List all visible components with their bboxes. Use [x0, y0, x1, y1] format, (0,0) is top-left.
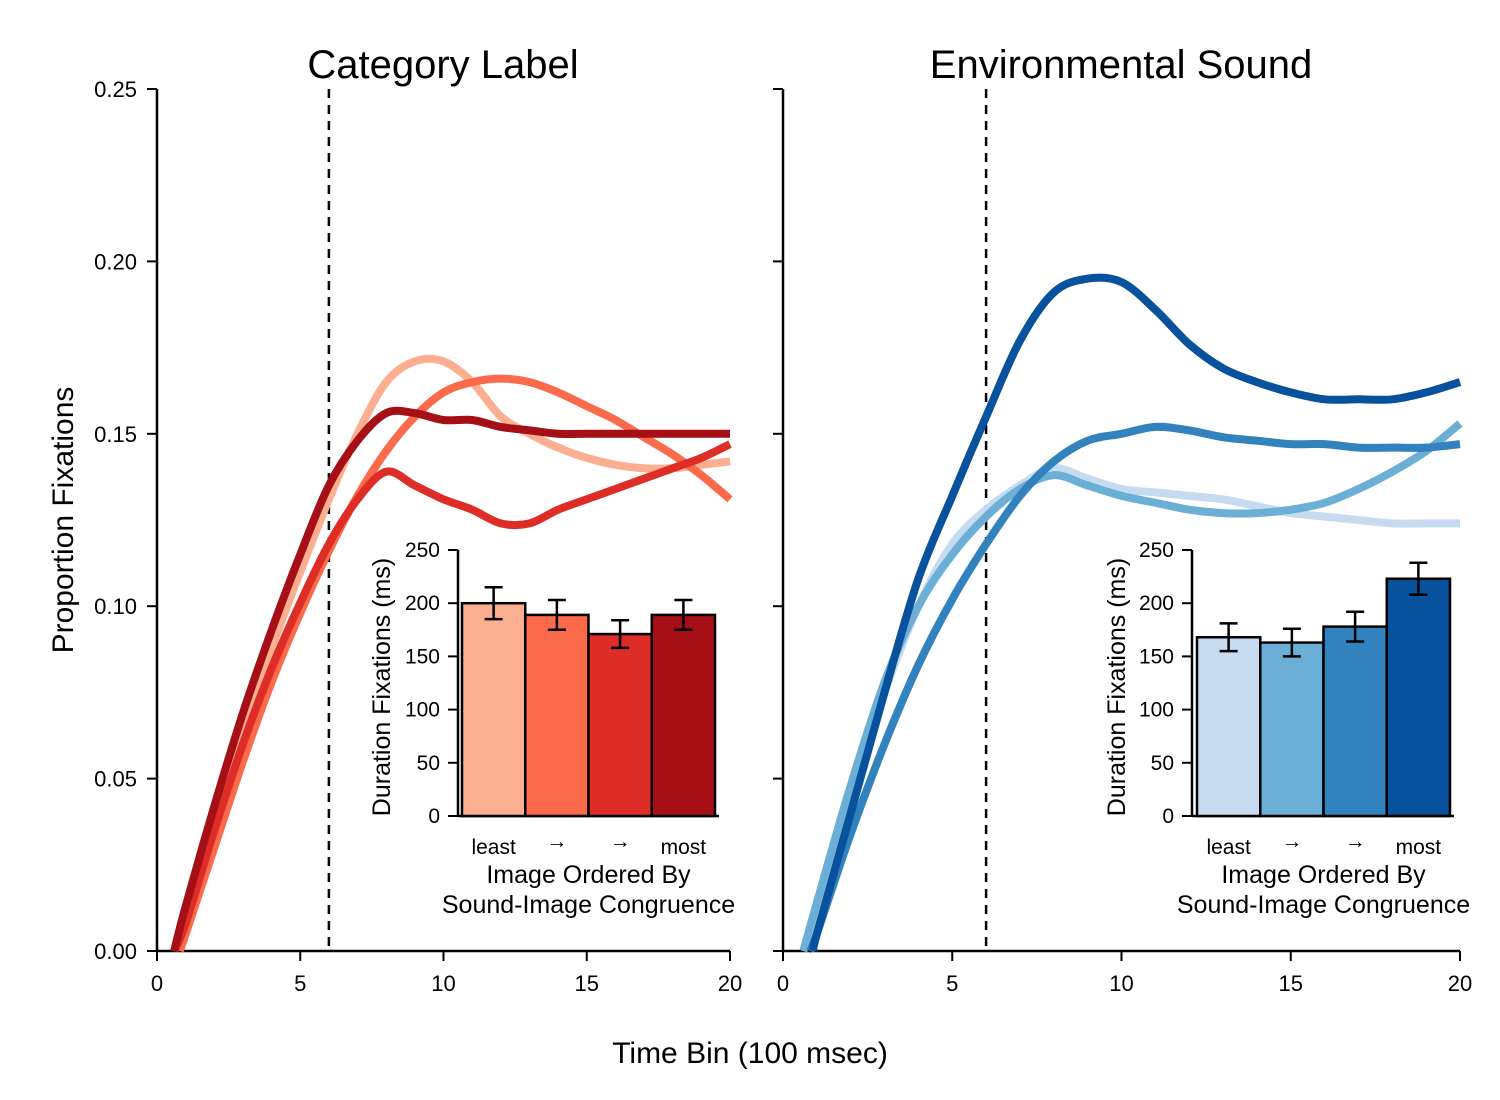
x-tick-label: 20 [1448, 971, 1472, 996]
inset-category-label: least [471, 836, 516, 859]
inset-category-label: → [1345, 830, 1366, 853]
x-tick-label: 15 [1279, 971, 1303, 996]
inset-bar-3 [587, 632, 653, 818]
inset-y-tick-label: 100 [1139, 699, 1174, 722]
y-tick-label: 0.15 [94, 422, 137, 447]
inset-y-tick-label: 200 [1139, 592, 1174, 615]
shared-y-axis-label: Proportion Fixations [47, 387, 80, 654]
inset-bar-1 [460, 601, 527, 818]
inset-category-label: → [610, 830, 631, 853]
x-tick-label: 20 [718, 971, 742, 996]
panel-category-label: Category Label 0.00 0.05 0.10 0.15 0.20 0.25 0 5… [94, 43, 742, 996]
y-tick-label: 0.10 [94, 594, 137, 619]
x-tick-label: 10 [431, 971, 455, 996]
inset-y-tick-label: 100 [405, 699, 440, 722]
inset-y-tick-label: 50 [417, 752, 440, 775]
y-tick-label: 0.00 [94, 939, 137, 964]
series-line-4 [170, 406, 730, 952]
chart-title: Environmental Sound [930, 43, 1312, 87]
inset-category-label: most [661, 836, 707, 859]
inset-y-axis-label: Duration Fixations (ms) [368, 558, 396, 816]
y-tick-label: 0.05 [94, 767, 137, 792]
inset-y-tick-label: 250 [1139, 539, 1174, 562]
x-tick-label: 5 [294, 971, 306, 996]
inset-bar-4 [650, 613, 717, 818]
y-tick-label: 0.25 [94, 77, 137, 102]
inset-category-label: least [1206, 836, 1251, 859]
inset-bar-1 [1195, 635, 1262, 818]
inset-y-tick-label: 200 [405, 592, 440, 615]
series-line-4 [809, 273, 1462, 955]
inset-bar-2 [1259, 641, 1325, 818]
inset-y-tick-label: 150 [1139, 645, 1174, 668]
series-line-2 [176, 374, 733, 953]
inset-bar-3 [1322, 625, 1388, 818]
inset-x-axis-label-line-1: Image Ordered By [486, 861, 691, 889]
inset-y-tick-label: 250 [405, 539, 440, 562]
inset-bar-chart: 0 50 100 150 200 250 Duration Fixations (ms) le… [368, 539, 735, 919]
inset-y-tick-label: 50 [1151, 752, 1174, 775]
shared-x-axis-label: Time Bin (100 msec) [612, 1037, 888, 1070]
inset-category-label: → [1281, 830, 1302, 853]
inset-category-label: most [1396, 836, 1442, 859]
inset-y-tick-label: 0 [428, 805, 440, 828]
inset-y-tick-label: 150 [405, 645, 440, 668]
series-line-3 [170, 440, 732, 953]
chart-title: Category Label [307, 43, 578, 87]
x-tick-label: 10 [1109, 971, 1133, 996]
x-tick-label: 0 [777, 971, 789, 996]
inset-x-axis-label-line-1: Image Ordered By [1221, 861, 1426, 889]
x-tick-label: 0 [151, 971, 163, 996]
inset-x-axis-label-line-2: Sound-Image Congruence [1177, 891, 1470, 919]
inset-bar-chart: 0 50 100 150 200 250 Duration Fixations (ms) le… [1103, 539, 1470, 919]
series-line-1 [170, 354, 731, 953]
y-tick-label: 0.20 [94, 249, 137, 274]
inset-category-label: → [546, 830, 567, 853]
inset-y-axis-label: Duration Fixations (ms) [1103, 558, 1131, 816]
x-tick-label: 15 [575, 971, 599, 996]
inset-x-axis-label-line-2: Sound-Image Congruence [442, 891, 735, 919]
series-line-3 [806, 422, 1461, 953]
inset-y-tick-label: 0 [1162, 805, 1174, 828]
x-tick-label: 5 [946, 971, 958, 996]
inset-bar-2 [524, 613, 590, 818]
inset-bar-4 [1385, 577, 1452, 818]
